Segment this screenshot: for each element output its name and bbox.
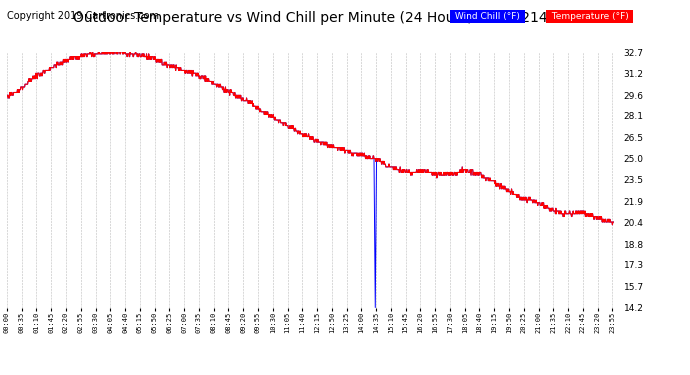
Text: Wind Chill (°F): Wind Chill (°F)	[452, 12, 523, 21]
Text: Copyright 2019 Cartronics.com: Copyright 2019 Cartronics.com	[7, 11, 159, 21]
Text: Outdoor Temperature vs Wind Chill per Minute (24 Hours) 20191214: Outdoor Temperature vs Wind Chill per Mi…	[73, 11, 548, 25]
Text: Temperature (°F): Temperature (°F)	[549, 12, 631, 21]
